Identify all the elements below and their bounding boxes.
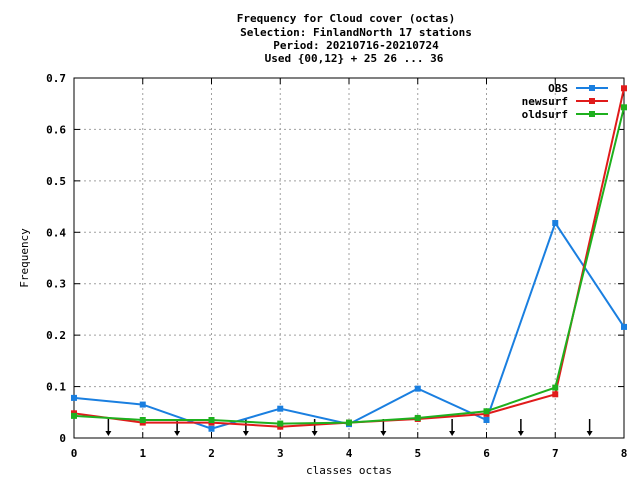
boundary-arrow: [174, 419, 181, 436]
data-point-newsurf: [621, 85, 627, 92]
x-tick-label: 6: [483, 447, 490, 460]
class-boundary-arrows: [105, 419, 593, 436]
data-point-OBS: [139, 401, 146, 408]
legend-label: oldsurf: [522, 108, 568, 121]
y-tick-label: 0.2: [46, 329, 66, 342]
data-point-oldsurf: [552, 384, 559, 391]
boundary-arrow: [311, 419, 318, 436]
boundary-arrow-head: [105, 431, 112, 436]
data-point-oldsurf: [483, 408, 490, 415]
data-point-OBS: [71, 394, 77, 401]
legend-label: OBS: [548, 82, 568, 95]
x-tick-label: 4: [346, 447, 353, 460]
x-tick-label: 2: [208, 447, 215, 460]
title-line-2: Selection: FinlandNorth 17 stations: [240, 26, 472, 39]
legend-swatch-marker: [589, 85, 595, 91]
data-point-OBS: [414, 385, 421, 392]
y-tick-label: 0: [59, 432, 66, 445]
x-tick-label: 7: [552, 447, 559, 460]
boundary-arrow: [449, 419, 456, 436]
y-axis-label: Frequency: [18, 228, 31, 288]
y-tick-label: 0.1: [46, 381, 66, 394]
series-group: [71, 85, 627, 432]
boundary-arrow: [517, 419, 524, 436]
data-point-oldsurf: [277, 420, 284, 427]
x-tick-label: 5: [414, 447, 421, 460]
series-oldsurf: [71, 104, 627, 427]
data-point-OBS: [208, 425, 215, 432]
data-point-OBS: [277, 405, 284, 412]
y-tick-label: 0.6: [46, 123, 66, 136]
x-tick-label: 1: [139, 447, 146, 460]
legend-swatch-marker: [589, 111, 595, 117]
title-line-4: Used {00,12} + 25 26 ... 36: [265, 52, 444, 65]
data-point-oldsurf: [346, 419, 352, 426]
data-point-oldsurf: [621, 104, 627, 111]
boundary-arrow-head: [517, 431, 524, 436]
data-point-OBS: [552, 220, 559, 227]
boundary-arrow-head: [449, 431, 456, 436]
boundary-arrow-head: [311, 431, 318, 436]
data-point-newsurf: [277, 423, 284, 430]
legend-label: newsurf: [522, 95, 568, 108]
title-line-1: Frequency for Cloud cover (octas): [237, 12, 456, 25]
boundary-arrow-head: [242, 431, 249, 436]
boundary-arrow: [586, 419, 593, 436]
x-axis-label: classes octas: [306, 464, 392, 477]
x-tick-label: 0: [71, 447, 78, 460]
data-point-OBS: [483, 417, 490, 423]
y-tick-label: 0.5: [46, 175, 66, 188]
data-point-newsurf: [552, 391, 559, 398]
boundary-arrow-head: [586, 431, 593, 436]
data-point-oldsurf: [139, 417, 146, 423]
y-tick-label: 0.4: [46, 226, 66, 239]
title-line-3: Period: 20210716-20210724: [273, 39, 439, 52]
y-tick-label: 0.7: [46, 72, 66, 85]
axis-ticks: 0 1 2 3 4 5 6 7 8 0 0.1 0.2 0.3 0.4 0.5 0.6 0.7: [46, 72, 627, 460]
boundary-arrow: [105, 419, 112, 436]
y-tick-label: 0.3: [46, 278, 66, 291]
chart-title: Frequency for Cloud cover (octas) Select…: [237, 12, 472, 65]
boundary-arrow-head: [380, 431, 387, 436]
grid: [74, 78, 624, 438]
data-point-oldsurf: [208, 417, 215, 423]
data-point-oldsurf: [71, 412, 77, 419]
legend-swatch-marker: [589, 98, 595, 104]
data-point-OBS: [621, 323, 627, 330]
data-point-oldsurf: [414, 414, 421, 421]
x-tick-label: 3: [277, 447, 284, 460]
boundary-arrow-head: [174, 431, 181, 436]
x-tick-label: 8: [621, 447, 628, 460]
